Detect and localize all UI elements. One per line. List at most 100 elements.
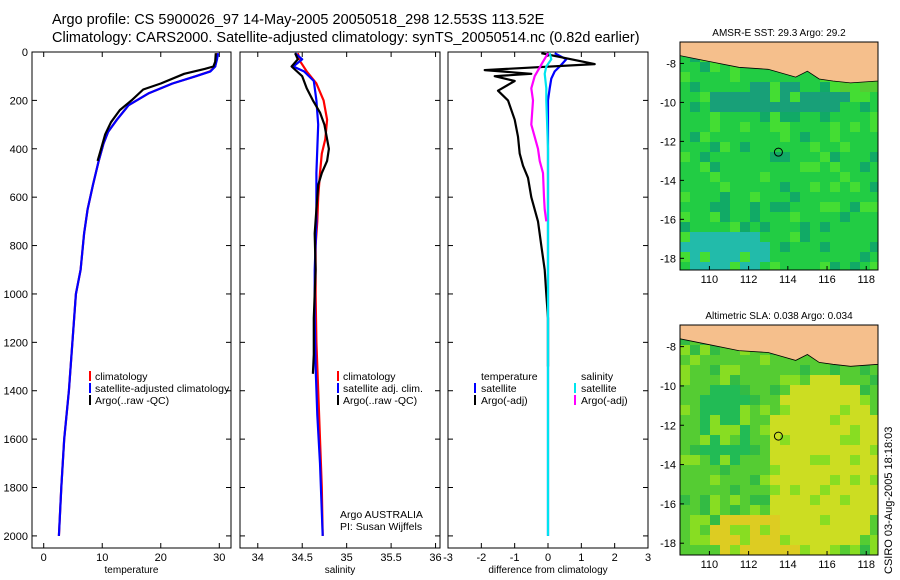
sst-map-cell bbox=[860, 202, 870, 212]
sst-map-cell bbox=[710, 262, 720, 270]
sla-map-cell bbox=[730, 375, 740, 385]
sla-map-cell bbox=[750, 545, 760, 555]
sla-map-cell bbox=[850, 435, 860, 445]
sla-map-cell bbox=[800, 495, 810, 505]
sla-map-cell bbox=[870, 375, 878, 385]
sla-map-cell bbox=[710, 345, 720, 355]
sla-map-cell bbox=[760, 475, 770, 485]
sst-map-cell bbox=[800, 232, 810, 242]
sst-map-frame bbox=[679, 41, 879, 271]
sst-map-cell bbox=[750, 82, 760, 92]
sst-map-cell bbox=[850, 122, 860, 132]
land-mass bbox=[680, 42, 878, 84]
sla-map-cell bbox=[790, 545, 800, 555]
sst-map-cell bbox=[790, 212, 800, 222]
sla-map-cell bbox=[810, 505, 820, 515]
sst-map-cell bbox=[680, 222, 690, 232]
sst-map-cell bbox=[760, 102, 770, 112]
sla-map-cell bbox=[800, 365, 810, 375]
sla-map-cell bbox=[750, 495, 760, 505]
sla-map-cell bbox=[790, 375, 800, 385]
sla-map-cell bbox=[810, 545, 820, 555]
sla-map-cell bbox=[710, 385, 720, 395]
sla-map-cell bbox=[850, 495, 860, 505]
sla-map-cell bbox=[790, 435, 800, 445]
sla-map-cell bbox=[750, 395, 760, 405]
map-y-tick-label: -12 bbox=[660, 420, 676, 432]
x-tick-label: 34.5 bbox=[292, 552, 313, 564]
sla-map-cell bbox=[860, 485, 870, 495]
sst-map-cell bbox=[850, 202, 860, 212]
sla-map-cell bbox=[810, 375, 820, 385]
sst-map-cell bbox=[720, 182, 730, 192]
sst-map-cell bbox=[730, 62, 740, 72]
sst-map-cell bbox=[690, 242, 700, 252]
sla-map-cell bbox=[750, 445, 760, 455]
sla-map-cell bbox=[770, 425, 780, 435]
sst-map-cell bbox=[740, 92, 750, 102]
sla-map-cell bbox=[800, 505, 810, 515]
sla-map-cell bbox=[790, 445, 800, 455]
sla-map-cell bbox=[830, 415, 840, 425]
sst-map-cell bbox=[680, 72, 690, 82]
sla-map-cell bbox=[820, 465, 830, 475]
sla-map-cell bbox=[830, 435, 840, 445]
sst-map-cell bbox=[820, 102, 830, 112]
temp-legend-label: satellite-adjusted climatology bbox=[95, 383, 230, 395]
sla-map-cell bbox=[720, 515, 730, 525]
temp-legend-label: Argo(..raw -QC) bbox=[95, 395, 169, 407]
sla-map-cell bbox=[840, 455, 850, 465]
sla-map-cell bbox=[790, 475, 800, 485]
x-tick-label: 35 bbox=[341, 552, 353, 564]
sst-map-cell bbox=[810, 142, 820, 152]
x-tick-label: -1 bbox=[510, 552, 520, 564]
map-y-tick-label: -10 bbox=[660, 381, 676, 393]
sst-map-cell bbox=[710, 172, 720, 182]
sla-map-cell bbox=[740, 535, 750, 545]
sst-map-cell bbox=[730, 102, 740, 112]
x-axis-label: difference from climatology bbox=[488, 565, 607, 576]
sla-map-cell bbox=[720, 535, 730, 545]
sla-map-cell bbox=[730, 365, 740, 375]
sla-map-cell bbox=[820, 415, 830, 425]
sla-map-cell bbox=[710, 435, 720, 445]
sla-map-cell bbox=[790, 495, 800, 505]
diff-legend-title-temp: temperature bbox=[481, 371, 538, 383]
sla-map-cell bbox=[860, 395, 870, 405]
sla-map-cell bbox=[850, 395, 860, 405]
sst-map-cell bbox=[790, 192, 800, 202]
sla-map-cell bbox=[830, 495, 840, 505]
sst-map-cell bbox=[740, 262, 750, 270]
sla-map-cell bbox=[730, 495, 740, 505]
sla-map-cell bbox=[770, 495, 780, 505]
sla-map-cell bbox=[790, 385, 800, 395]
sla-map-cell bbox=[740, 445, 750, 455]
sla-map-cell bbox=[850, 485, 860, 495]
sla-map-cell bbox=[870, 435, 878, 445]
sla-map-cell bbox=[840, 515, 850, 525]
sst-map-cell bbox=[680, 252, 690, 262]
x-tick-label: -3 bbox=[443, 552, 453, 564]
sst-map-cell bbox=[770, 82, 780, 92]
sla-map-cell bbox=[710, 495, 720, 505]
sla-map-cell bbox=[800, 415, 810, 425]
sla-map-cell bbox=[840, 385, 850, 395]
sla-map-cell bbox=[870, 415, 878, 425]
sla-map-cell bbox=[710, 535, 720, 545]
sst-map-cell bbox=[820, 112, 830, 122]
sst-map-cell bbox=[810, 92, 820, 102]
panel-frame-1 bbox=[239, 51, 441, 549]
sla-map-cell bbox=[700, 345, 710, 355]
sla-map-cell bbox=[770, 445, 780, 455]
sst-map-cell bbox=[710, 232, 720, 242]
map-y-tick-label: -14 bbox=[660, 460, 676, 472]
sst-map-cell bbox=[730, 262, 740, 270]
sst-map-cell bbox=[780, 132, 790, 142]
sst-map-cell bbox=[690, 262, 700, 270]
sla-map-cell bbox=[780, 545, 790, 555]
sst-map-cell bbox=[720, 262, 730, 270]
sla-map-cell bbox=[740, 395, 750, 405]
sst-map-cell bbox=[780, 182, 790, 192]
y-tick-label: 1000 bbox=[4, 289, 28, 301]
sst-map-cell bbox=[870, 122, 878, 132]
